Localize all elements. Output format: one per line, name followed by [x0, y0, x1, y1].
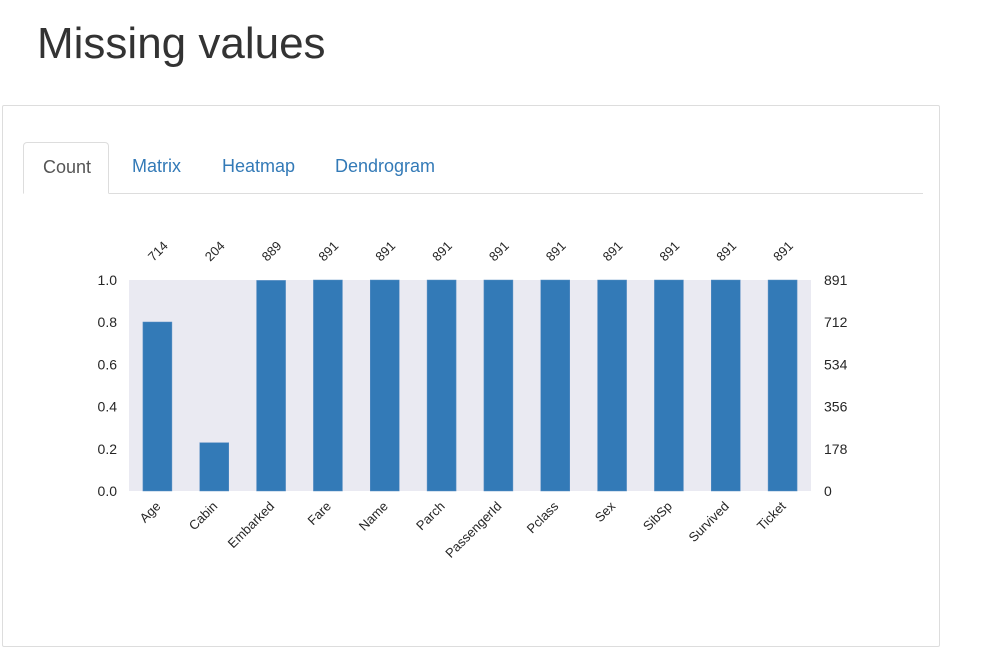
count-label: 891: [315, 238, 341, 264]
right-axis: 0 178 356 534 712 891: [824, 272, 848, 499]
count-label: 891: [543, 238, 569, 264]
x-tick-label: Survived: [686, 499, 732, 545]
y-tick-label: 0.6: [98, 356, 118, 372]
bar-passengerid: [483, 279, 514, 492]
x-tick-label: Parch: [413, 499, 448, 534]
count-labels: 714 204 889 891 891 891 891 891 891 891 891 891: [145, 238, 796, 264]
y2-tick-label: 534: [824, 356, 848, 372]
x-tick-label: Name: [356, 499, 391, 534]
y2-tick-label: 0: [824, 483, 832, 499]
tab-matrix[interactable]: Matrix: [132, 156, 181, 176]
left-axis: 0.0 0.2 0.4 0.6 0.8 1.0: [98, 272, 118, 499]
y-tick-label: 1.0: [98, 272, 118, 288]
bar-sex: [597, 279, 627, 492]
x-tick-label: Embarked: [225, 499, 278, 552]
bar-survived: [711, 279, 741, 492]
x-tick-label: SibSp: [640, 499, 675, 534]
x-tick-label: PassengerId: [442, 499, 504, 561]
tab-count[interactable]: Count: [23, 142, 109, 194]
count-label: 204: [202, 238, 228, 264]
count-label: 714: [145, 238, 171, 264]
count-label: 891: [770, 238, 796, 264]
plot-area: [129, 280, 811, 491]
count-label: 891: [429, 238, 455, 264]
count-label: 891: [600, 238, 626, 264]
count-label: 891: [372, 238, 398, 264]
tab-heatmap[interactable]: Heatmap: [222, 156, 296, 176]
bar-name: [370, 279, 400, 492]
bar-age: [142, 321, 173, 492]
y-tick-label: 0.4: [98, 399, 118, 415]
count-label: 889: [259, 238, 285, 264]
y2-tick-label: 356: [824, 399, 848, 415]
bar-fare: [313, 279, 343, 492]
y-tick-label: 0.0: [98, 483, 118, 499]
x-tick-label: Ticket: [754, 498, 789, 533]
x-axis-labels: Age Cabin Embarked Fare Name ParchPassengerId…: [137, 498, 789, 561]
bar-pclass: [540, 279, 570, 492]
y-tick-label: 0.8: [98, 314, 118, 330]
missing-count-bar-chart: 714 204 889 891 891 891 891 891 891 891 891 891 0.0…: [98, 238, 848, 561]
bar-cabin: [199, 442, 229, 492]
bar-ticket: [767, 279, 798, 492]
y2-tick-label: 712: [824, 314, 848, 330]
count-label: 891: [713, 238, 739, 264]
count-label: 891: [486, 238, 512, 264]
bar-embarked: [256, 280, 286, 492]
y-tick-label: 0.2: [98, 441, 118, 457]
y2-tick-label: 178: [824, 441, 848, 457]
tab-dendrogram[interactable]: Dendrogram: [335, 156, 436, 176]
bars: [142, 279, 798, 492]
x-tick-label: Pclass: [524, 498, 562, 536]
page-title: Missing values: [37, 19, 326, 68]
x-tick-label: Sex: [592, 498, 619, 525]
bar-parch: [426, 279, 457, 492]
tab-bar: Count Matrix Heatmap Dendrogram: [23, 142, 923, 194]
bar-sibsp: [654, 279, 684, 492]
x-tick-label: Cabin: [186, 499, 221, 534]
x-tick-label: Age: [137, 499, 164, 526]
x-tick-label: Fare: [305, 499, 335, 529]
count-label: 891: [656, 238, 682, 264]
y2-tick-label: 891: [824, 272, 848, 288]
